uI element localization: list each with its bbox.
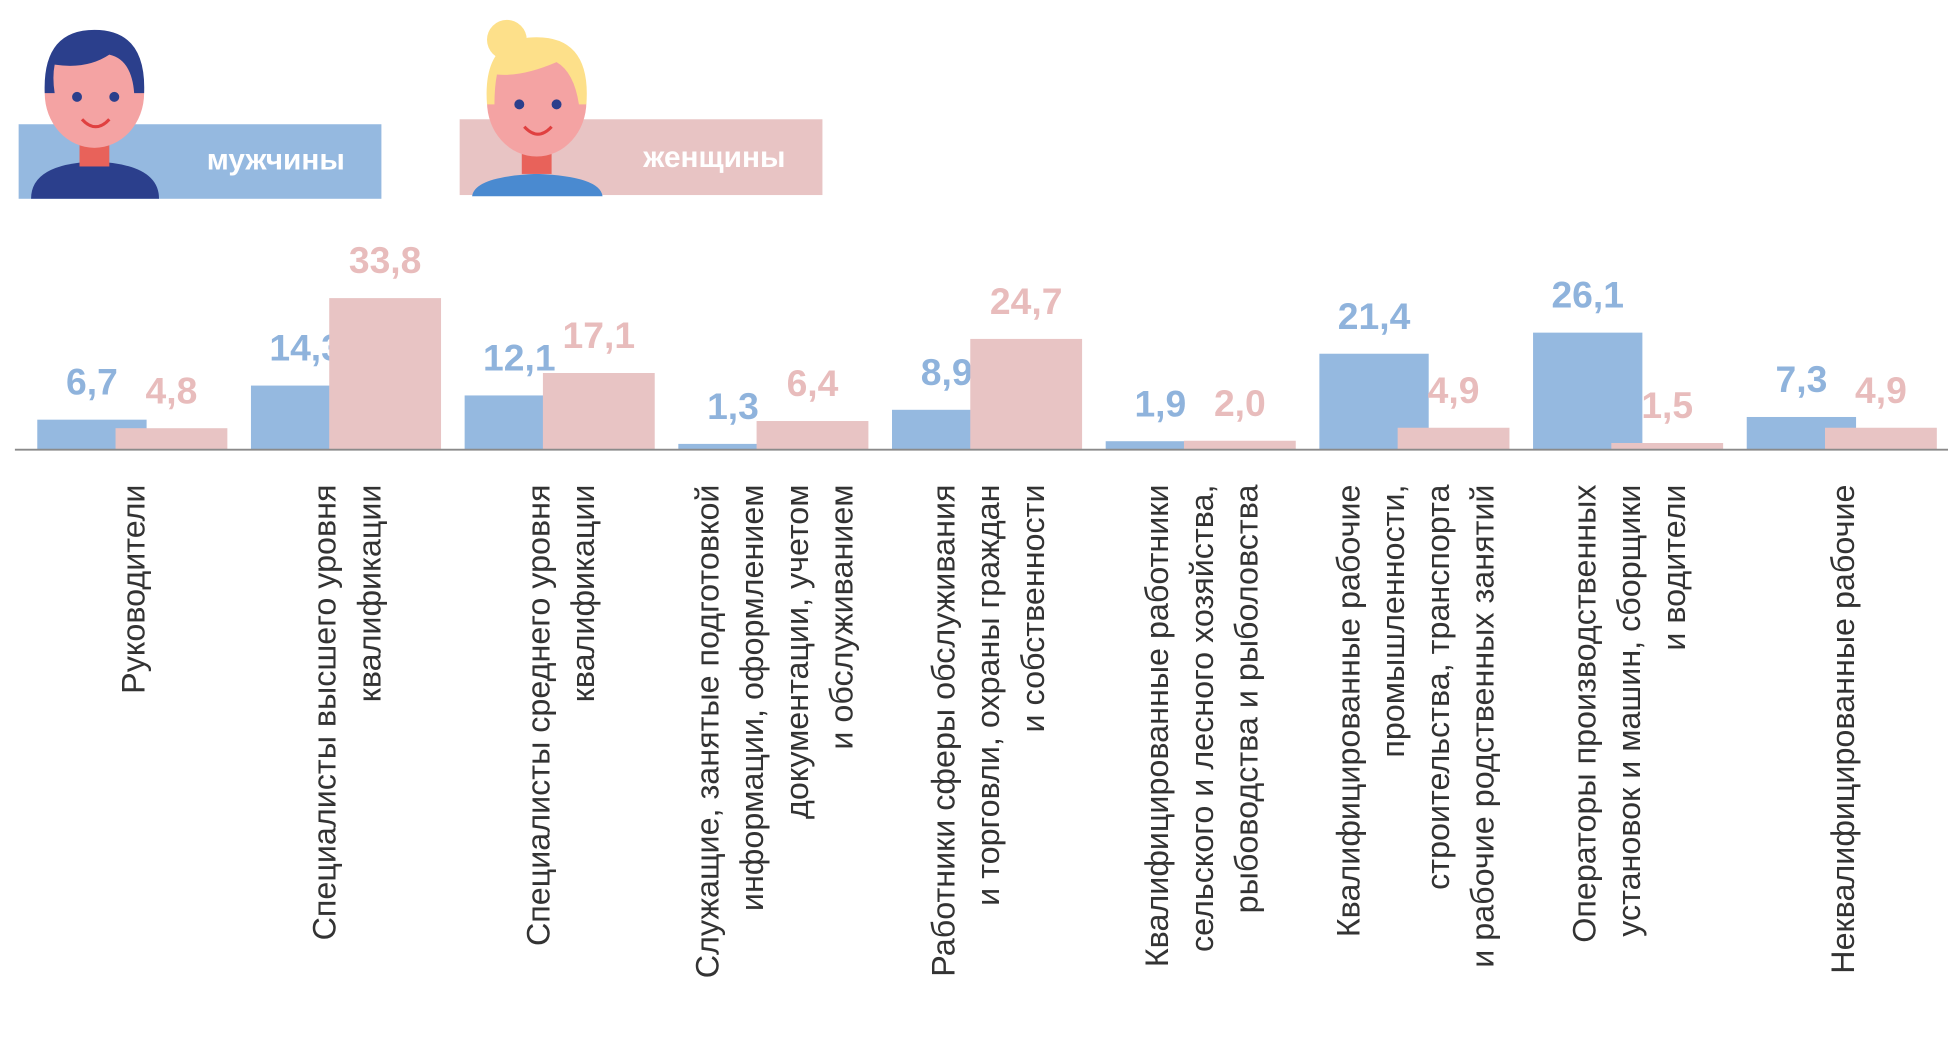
value-label: 1,5 bbox=[1641, 384, 1693, 426]
bar bbox=[970, 339, 1082, 450]
chart: мужчины женщины 6,74,8Руководители14,333… bbox=[0, 0, 1948, 1056]
value-label: 4,9 bbox=[1855, 369, 1907, 411]
bar bbox=[1611, 443, 1723, 450]
value-label: 21,4 bbox=[1338, 295, 1411, 337]
x-tick-label: Руководители bbox=[115, 485, 151, 694]
value-label: 12,1 bbox=[483, 337, 556, 379]
bar bbox=[1533, 333, 1642, 450]
bar bbox=[116, 428, 228, 450]
value-label: 8,9 bbox=[921, 351, 973, 393]
icon-eye bbox=[514, 99, 524, 109]
value-label: 7,3 bbox=[1775, 358, 1827, 400]
value-label: 2,0 bbox=[1214, 382, 1266, 424]
bar bbox=[1398, 428, 1510, 450]
icon-eye bbox=[552, 99, 562, 109]
legend-label: женщины bbox=[642, 141, 785, 174]
value-label: 24,7 bbox=[990, 280, 1063, 322]
value-label: 26,1 bbox=[1551, 274, 1624, 316]
bar bbox=[329, 298, 441, 450]
icon-eye bbox=[109, 92, 119, 102]
bar bbox=[543, 373, 655, 450]
value-label: 6,7 bbox=[66, 361, 118, 403]
x-tick-label: Неквалифицированные рабочие bbox=[1824, 485, 1860, 974]
bar bbox=[1825, 428, 1937, 450]
value-label: 17,1 bbox=[563, 314, 636, 356]
value-label: 1,3 bbox=[707, 385, 759, 427]
bar bbox=[1184, 441, 1296, 450]
legend-label: мужчины bbox=[207, 143, 345, 176]
legend: мужчины женщины bbox=[19, 20, 823, 199]
bar bbox=[757, 421, 869, 450]
value-label: 33,8 bbox=[349, 239, 422, 281]
icon-eye bbox=[72, 92, 82, 102]
value-label: 4,8 bbox=[146, 369, 198, 411]
value-label: 6,4 bbox=[787, 362, 839, 404]
value-label: 4,9 bbox=[1428, 369, 1480, 411]
value-label: 1,9 bbox=[1134, 382, 1186, 424]
